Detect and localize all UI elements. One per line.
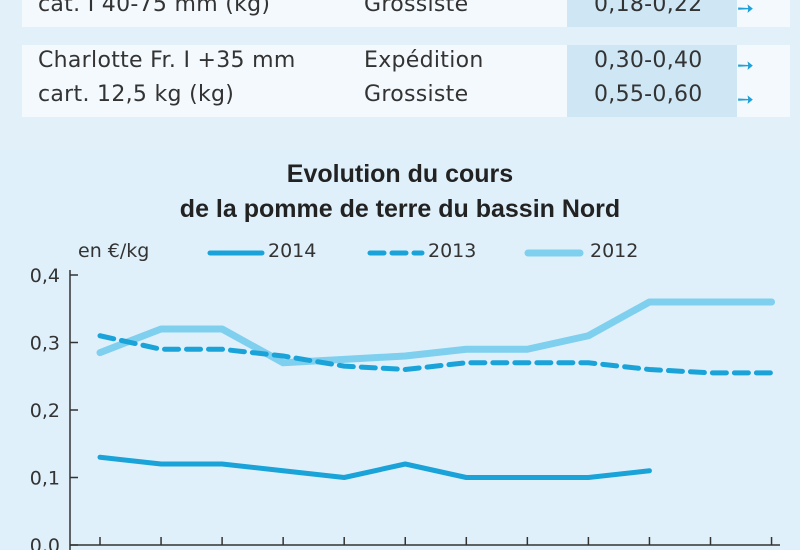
trend-arrow-icon: ➙: [737, 53, 754, 77]
trend-arrow-icon: ➙: [737, 87, 754, 111]
price-cell: 0,30-0,40 0,55-0,60: [567, 45, 737, 117]
price-value: 0,55-0,60: [594, 82, 703, 107]
y-tick-label: 0,4: [30, 265, 60, 287]
series-line-2012: [96, 298, 776, 367]
price-row-2: 0,30-0,40 0,55-0,60 Charlotte Fr. I +35 …: [22, 45, 790, 117]
series-line-2014: [97, 454, 652, 480]
market-label: Grossiste: [364, 82, 469, 107]
price-row-1: 0,18-0,22 cat. I 40-75 mm (kg) Grossiste…: [22, 0, 790, 27]
price-value: 0,18-0,22: [594, 0, 703, 17]
legend-label-2012: 2012: [590, 240, 639, 262]
y-tick-label: 0,0: [30, 535, 60, 550]
price-value: 0,30-0,40: [594, 48, 703, 73]
series-line-2013: [97, 333, 775, 376]
chart-title: Evolution du cours: [286, 160, 514, 188]
y-tick-label: 0,2: [30, 400, 60, 422]
legend-label-2014: 2014: [268, 240, 317, 262]
price-cell: 0,18-0,22: [567, 0, 737, 27]
product-label: Charlotte Fr. I +35 mm: [38, 48, 296, 73]
y-axis-label: en €/kg: [78, 240, 150, 262]
chart-subtitle: de la pomme de terre du bassin Nord: [179, 195, 621, 223]
y-tick-label: 0,1: [30, 468, 60, 490]
product-label: cat. I 40-75 mm (kg): [38, 0, 271, 17]
y-tick-label: 0,3: [30, 333, 60, 355]
chart-panel: [0, 150, 800, 550]
product-label: cart. 12,5 kg (kg): [38, 82, 235, 107]
trend-arrow-icon: ➙: [737, 0, 754, 20]
market-label: Grossiste: [364, 0, 469, 17]
market-label: Expédition: [364, 48, 484, 73]
legend-label-2013: 2013: [428, 240, 477, 262]
